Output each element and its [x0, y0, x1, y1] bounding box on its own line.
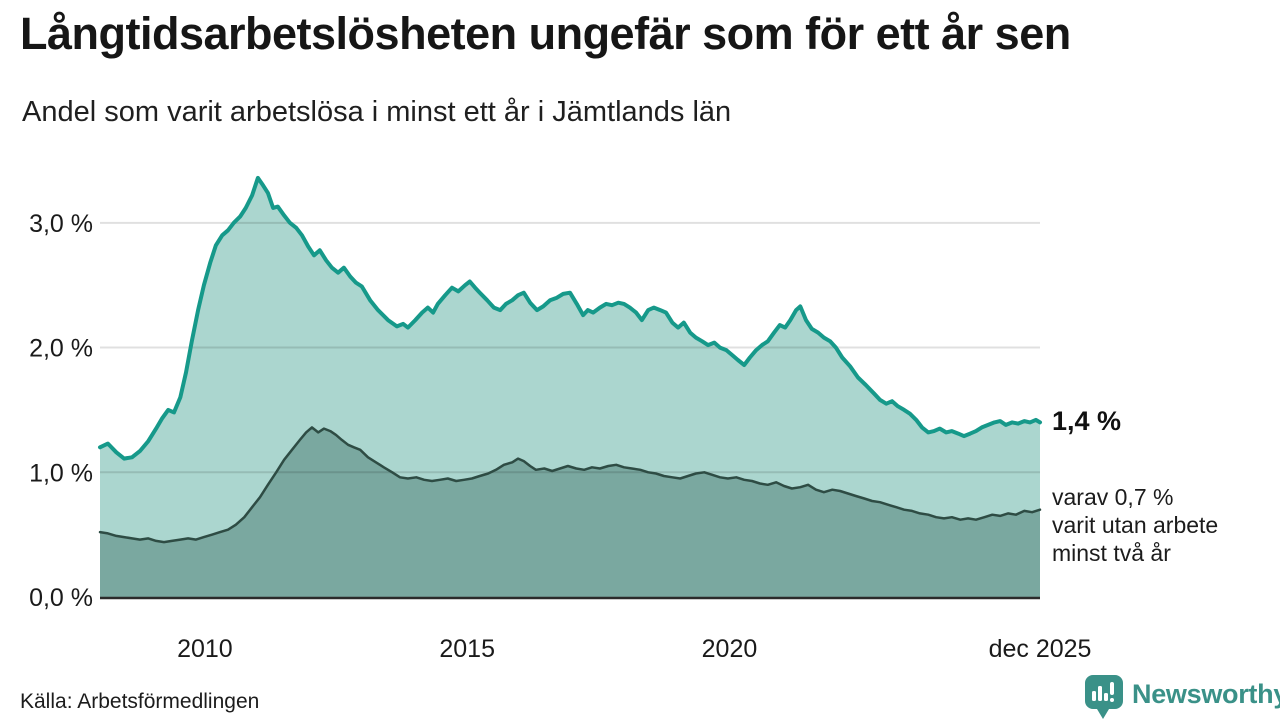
x-axis-label: 2015 [439, 635, 495, 663]
line-two-years [98, 426, 1042, 544]
newsworthy-logo[interactable]: Newsworthy [1084, 674, 1280, 720]
y-axis-label: 1,0 % [29, 459, 93, 487]
note-line-1: varav 0,7 % [1052, 484, 1174, 510]
area-fill-two-years [100, 427, 1040, 597]
line-one-year [98, 175, 1042, 461]
x-axis-label: dec 2025 [989, 635, 1092, 663]
page-title: Långtidsarbetslösheten ungefär som för e… [20, 8, 1071, 59]
x-axis-label: 2010 [177, 635, 233, 663]
page-subtitle: Andel som varit arbetslösa i minst ett å… [22, 96, 732, 128]
y-axis-label: 0,0 % [29, 584, 93, 612]
newsworthy-logo-icon [1085, 675, 1123, 719]
y-axis-label: 2,0 % [29, 335, 93, 363]
note-line-2: varit utan arbete [1052, 512, 1219, 538]
latest-value-note: varav 0,7 % varit utan arbete minst två … [1052, 483, 1218, 567]
note-line-3: minst två år [1052, 540, 1171, 566]
source-label: Källa: Arbetsförmedlingen [20, 690, 260, 713]
x-axis-label: 2020 [702, 635, 758, 663]
latest-value-label: 1,4 % [1052, 406, 1122, 436]
y-axis-label: 3,0 % [29, 210, 93, 238]
newsworthy-wordmark: Newsworthy [1132, 679, 1280, 709]
